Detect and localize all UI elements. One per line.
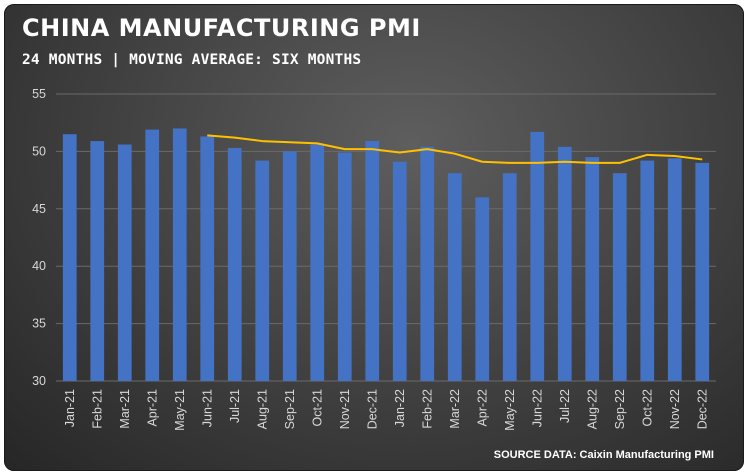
chart-title: CHINA MANUFACTURING PMI xyxy=(22,14,421,42)
x-tick-label: Apr-22 xyxy=(475,389,489,427)
pmi-bar xyxy=(557,146,572,381)
x-tick-label: Apr-21 xyxy=(145,389,159,427)
pmi-bar xyxy=(145,129,160,381)
pmi-bar xyxy=(612,173,627,381)
pmi-bar xyxy=(227,147,242,381)
pmi-bar xyxy=(447,173,462,381)
x-tick-label: May-21 xyxy=(173,389,187,431)
y-tick-label: 30 xyxy=(32,374,46,388)
x-tick-label: Jan-22 xyxy=(393,389,407,427)
pmi-bar xyxy=(172,128,187,381)
x-tick-label: Jan-21 xyxy=(63,389,77,427)
x-tick-label: Feb-21 xyxy=(90,389,104,429)
x-tick-label: Jul-22 xyxy=(558,389,572,423)
pmi-bar xyxy=(420,146,435,381)
moving-average-line xyxy=(207,134,703,164)
pmi-bar xyxy=(255,160,270,381)
pmi-bar xyxy=(90,141,105,381)
pmi-bar xyxy=(667,158,682,381)
x-tick-label: Aug-22 xyxy=(585,389,599,429)
y-tick-label: 50 xyxy=(32,144,46,158)
x-tick-label: Jun-21 xyxy=(200,389,214,427)
pmi-bar xyxy=(337,152,352,381)
x-tick-label: Dec-21 xyxy=(365,389,379,429)
x-tick-label: Mar-21 xyxy=(118,389,132,429)
y-tick-label: 45 xyxy=(32,202,46,216)
pmi-bar xyxy=(640,160,655,381)
x-tick-label: Dec-22 xyxy=(695,389,709,429)
x-tick-label: Aug-21 xyxy=(255,389,269,429)
y-tick-label: 55 xyxy=(32,87,46,101)
pmi-bar xyxy=(530,131,545,381)
pmi-bar xyxy=(62,134,77,381)
x-tick-label: Nov-21 xyxy=(338,389,352,429)
x-tick-label: Jun-22 xyxy=(530,389,544,427)
x-tick-label: Mar-22 xyxy=(448,389,462,429)
x-tick-label: Sep-21 xyxy=(283,389,297,429)
chart-card: CHINA MANUFACTURING PMI 24 MONTHS | MOVI… xyxy=(4,4,744,471)
x-tick-label: May-22 xyxy=(503,389,517,431)
pmi-bar xyxy=(200,136,215,381)
x-tick-label: Nov-22 xyxy=(668,389,682,429)
pmi-bar xyxy=(392,161,407,381)
pmi-bar xyxy=(310,144,325,381)
pmi-bar xyxy=(365,141,380,381)
pmi-bar xyxy=(695,162,710,381)
x-tick-label: Oct-22 xyxy=(640,389,654,427)
x-tick-label: Jul-21 xyxy=(228,389,242,423)
x-tick-label: Oct-21 xyxy=(310,389,324,427)
source-note: SOURCE DATA: Caixin Manufacturing PMI xyxy=(493,449,714,461)
pmi-bar xyxy=(502,173,517,381)
y-tick-label: 35 xyxy=(32,317,46,331)
pmi-bar xyxy=(585,157,600,381)
x-tick-label: Sep-22 xyxy=(613,389,627,429)
chart-subtitle: 24 MONTHS | MOVING AVERAGE: SIX MONTHS xyxy=(22,52,362,68)
y-tick-label: 40 xyxy=(32,259,46,273)
pmi-bar xyxy=(282,151,297,381)
pmi-bar xyxy=(117,144,132,381)
pmi-bar xyxy=(475,197,490,381)
x-tick-label: Feb-22 xyxy=(420,389,434,429)
pmi-chart: 30 35 40 45 50 55 Jan-21 Feb-21 Mar-21 Apr-21 May… xyxy=(32,87,716,431)
